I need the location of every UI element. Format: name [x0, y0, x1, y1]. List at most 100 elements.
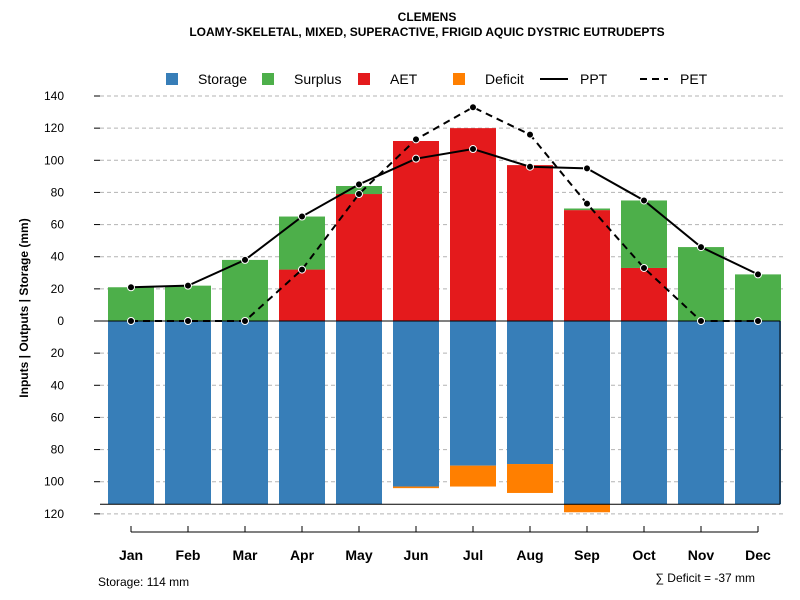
pet-point [583, 199, 591, 208]
x-tick-label: Jun [404, 547, 429, 563]
surplus-bar [222, 259, 268, 321]
ppt-point [127, 283, 135, 292]
ppt-point [412, 154, 420, 163]
x-tick-label: Mar [233, 547, 258, 563]
deficit-bar [564, 504, 610, 513]
legend-label-aet: AET [390, 71, 418, 87]
x-tick-label: Oct [632, 547, 656, 563]
surplus-bar [678, 247, 724, 321]
y-tick-label: 140 [44, 89, 64, 103]
y-axis-label: Inputs | Outputs | Storage (mm) [17, 218, 31, 397]
aet-bar [336, 194, 382, 321]
ppt-point [526, 162, 534, 171]
y-axis: 140 120 100 80 60 40 20 0 20 40 60 80 100 120 [44, 89, 100, 521]
storage-bar [621, 321, 667, 505]
x-tick-label: Jul [463, 547, 483, 563]
pet-point [754, 317, 762, 325]
surplus-bar [735, 274, 781, 321]
legend-label-ppt: PPT [580, 71, 608, 87]
surplus-bar [336, 186, 382, 195]
ppt-point [469, 145, 477, 154]
pet-point [640, 263, 648, 272]
ppt-point [754, 270, 762, 279]
legend: Storage Surplus AET Deficit PPT PET [166, 71, 708, 87]
legend-label-deficit: Deficit [485, 71, 524, 87]
pet-point [355, 190, 363, 199]
y-tick-label: 80 [51, 443, 65, 457]
y-tick-label: 100 [44, 475, 64, 489]
legend-label-pet: PET [680, 71, 708, 87]
y-tick-label: 60 [51, 218, 65, 232]
pet-point [184, 317, 192, 325]
storage-bar [564, 321, 610, 505]
ppt-point [697, 243, 705, 252]
ppt-point [241, 255, 249, 264]
x-tick-label: Dec [745, 547, 771, 563]
y-tick-label: 120 [44, 507, 64, 521]
aet-bar [564, 210, 610, 321]
y-tick-label: 20 [51, 346, 65, 360]
pet-point [298, 265, 306, 274]
lines [127, 103, 762, 325]
storage-bar [735, 321, 781, 505]
surplus-bar [564, 208, 610, 211]
legend-label-storage: Storage [198, 71, 247, 87]
storage-bar [678, 321, 724, 505]
storage-bar [108, 321, 154, 505]
ppt-point [640, 196, 648, 205]
aet-bar [393, 141, 439, 321]
y-tick-label: 60 [51, 410, 65, 424]
surplus-bar [279, 216, 325, 270]
ppt-point [583, 164, 591, 173]
y-tick-label: 0 [57, 314, 64, 328]
gridlines [100, 95, 785, 515]
x-tick-label: Nov [688, 547, 715, 563]
storage-bar [279, 321, 325, 505]
aet-bar [279, 269, 325, 321]
legend-swatch-deficit [453, 73, 465, 85]
storage-bar [165, 321, 211, 505]
x-tick-label: May [345, 547, 372, 563]
pet-point [241, 317, 249, 325]
y-tick-label: 80 [51, 185, 65, 199]
deficit-bar [393, 486, 439, 489]
deficit-bar [507, 464, 553, 493]
ppt-line [130, 148, 759, 289]
deficit-bar [450, 465, 496, 487]
storage-bar [450, 321, 496, 466]
pet-point [412, 135, 420, 144]
y-tick-label: 100 [44, 153, 64, 167]
legend-swatch-surplus [262, 73, 274, 85]
aet-bar [621, 267, 667, 321]
surplus-bar [165, 285, 211, 321]
aet-bar [507, 165, 553, 321]
chart-subtitle: LOAMY-SKELETAL, MIXED, SUPERACTIVE, FRIG… [189, 25, 664, 39]
x-tick-label: Jan [119, 547, 143, 563]
x-axis: Jan Feb Mar Apr May Jun Jul Aug Sep Oct Nov Dec [119, 526, 771, 563]
storage-bar [222, 321, 268, 505]
pet-point [526, 130, 534, 139]
legend-label-surplus: Surplus [294, 71, 341, 87]
legend-swatch-storage [166, 73, 178, 85]
deficit-annotation: ∑ Deficit = -37 mm [655, 571, 755, 585]
y-tick-label: 40 [51, 378, 65, 392]
y-tick-label: 20 [51, 282, 65, 296]
ppt-point [298, 212, 306, 221]
pet-point [469, 103, 477, 112]
x-tick-label: Sep [574, 547, 600, 563]
x-tick-label: Aug [516, 547, 543, 563]
storage-bar [393, 321, 439, 487]
x-tick-label: Feb [176, 547, 201, 563]
pet-point [697, 317, 705, 325]
legend-swatch-aet [358, 73, 370, 85]
ppt-point [184, 281, 192, 290]
x-tick-label: Apr [290, 547, 315, 563]
storage-bar [507, 321, 553, 465]
surplus-bar [621, 200, 667, 268]
pet-point [127, 317, 135, 325]
y-tick-label: 40 [51, 250, 65, 264]
ppt-point [355, 180, 363, 189]
chart-title: CLEMENS [398, 10, 457, 24]
storage-annotation: Storage: 114 mm [98, 575, 189, 589]
